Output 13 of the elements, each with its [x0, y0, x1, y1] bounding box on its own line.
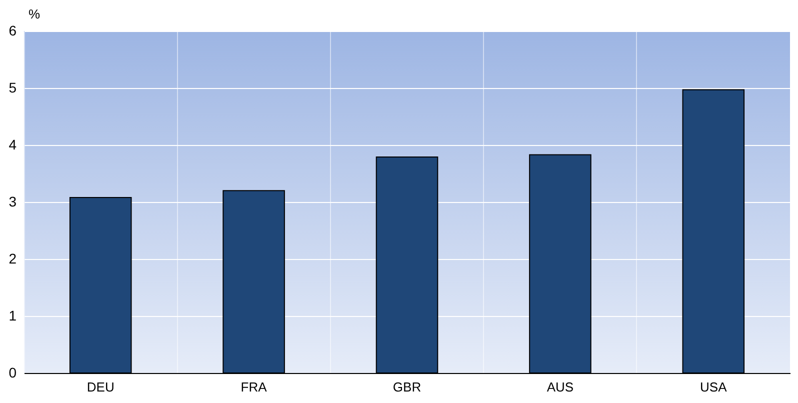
y-tick-label: 6 — [8, 22, 17, 38]
x-tick-label: DEU — [86, 380, 114, 394]
x-tick-label: USA — [700, 380, 728, 394]
x-tick-label: GBR — [392, 380, 422, 394]
y-tick-label: 4 — [8, 136, 17, 152]
y-axis-title: % — [28, 6, 40, 22]
y-tick-label: 1 — [8, 308, 17, 324]
x-tick-label: AUS — [546, 380, 574, 394]
y-tick-label: 3 — [8, 194, 17, 210]
y-tick-label: 2 — [8, 250, 17, 266]
x-tick-label: FRA — [240, 380, 268, 394]
y-tick-label: 5 — [8, 80, 17, 96]
y-tick-label: 0 — [8, 364, 17, 380]
